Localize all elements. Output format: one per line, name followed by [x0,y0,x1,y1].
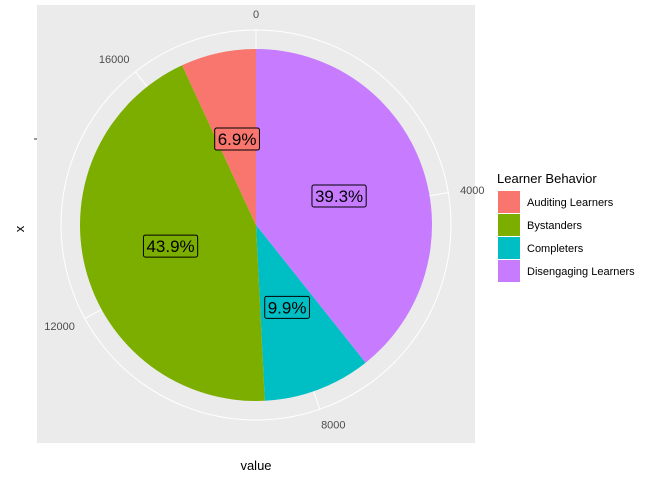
radial-tick-label: 12000 [44,321,75,333]
legend-label: Disengaging Learners [527,266,635,278]
legend-swatch [498,191,520,213]
data-label-text: 9.9% [268,298,307,317]
data-label: 6.9% [214,127,260,151]
data-label: 9.9% [264,295,310,319]
x-axis-title: value [240,458,271,473]
data-label-box [142,234,199,258]
pie-slice [256,225,366,401]
data-label-text: 39.3% [315,187,363,206]
radial-tick-label: 8000 [321,419,345,431]
legend: Learner Behavior Auditing Learners Bystan… [497,171,635,282]
grid-spoke [313,391,321,410]
data-label-box [311,184,367,208]
legend-label: Completers [527,243,584,255]
data-label-text: 6.9% [218,130,257,149]
radial-tick-label: 4000 [460,185,484,197]
legend-swatch [498,237,520,259]
data-label-text: 43.9% [146,237,194,256]
grid-layer [60,29,452,421]
slices-layer [79,49,432,402]
legend-swatch [498,260,520,282]
radial-tick-label: 0 [253,9,259,21]
data-label: 39.3% [311,184,367,208]
tick-labels-layer: 0 4000 8000 12000 16000 [44,9,484,431]
data-labels-layer: 39.3% 9.9% 43.9% 6.9% [142,127,367,319]
data-label: 43.9% [142,234,199,258]
data-label-box [264,295,310,319]
y-axis-title: x [12,225,27,232]
grid-spoke [84,308,102,319]
grid-spoke [429,192,449,197]
grid-spoke [134,71,148,88]
legend-label: Auditing Learners [527,197,614,209]
legend-label: Bystanders [527,220,583,232]
data-label-box [214,127,260,151]
legend-swatch [498,214,520,236]
legend-title: Learner Behavior [497,171,597,186]
radial-tick-label: 16000 [99,54,130,66]
